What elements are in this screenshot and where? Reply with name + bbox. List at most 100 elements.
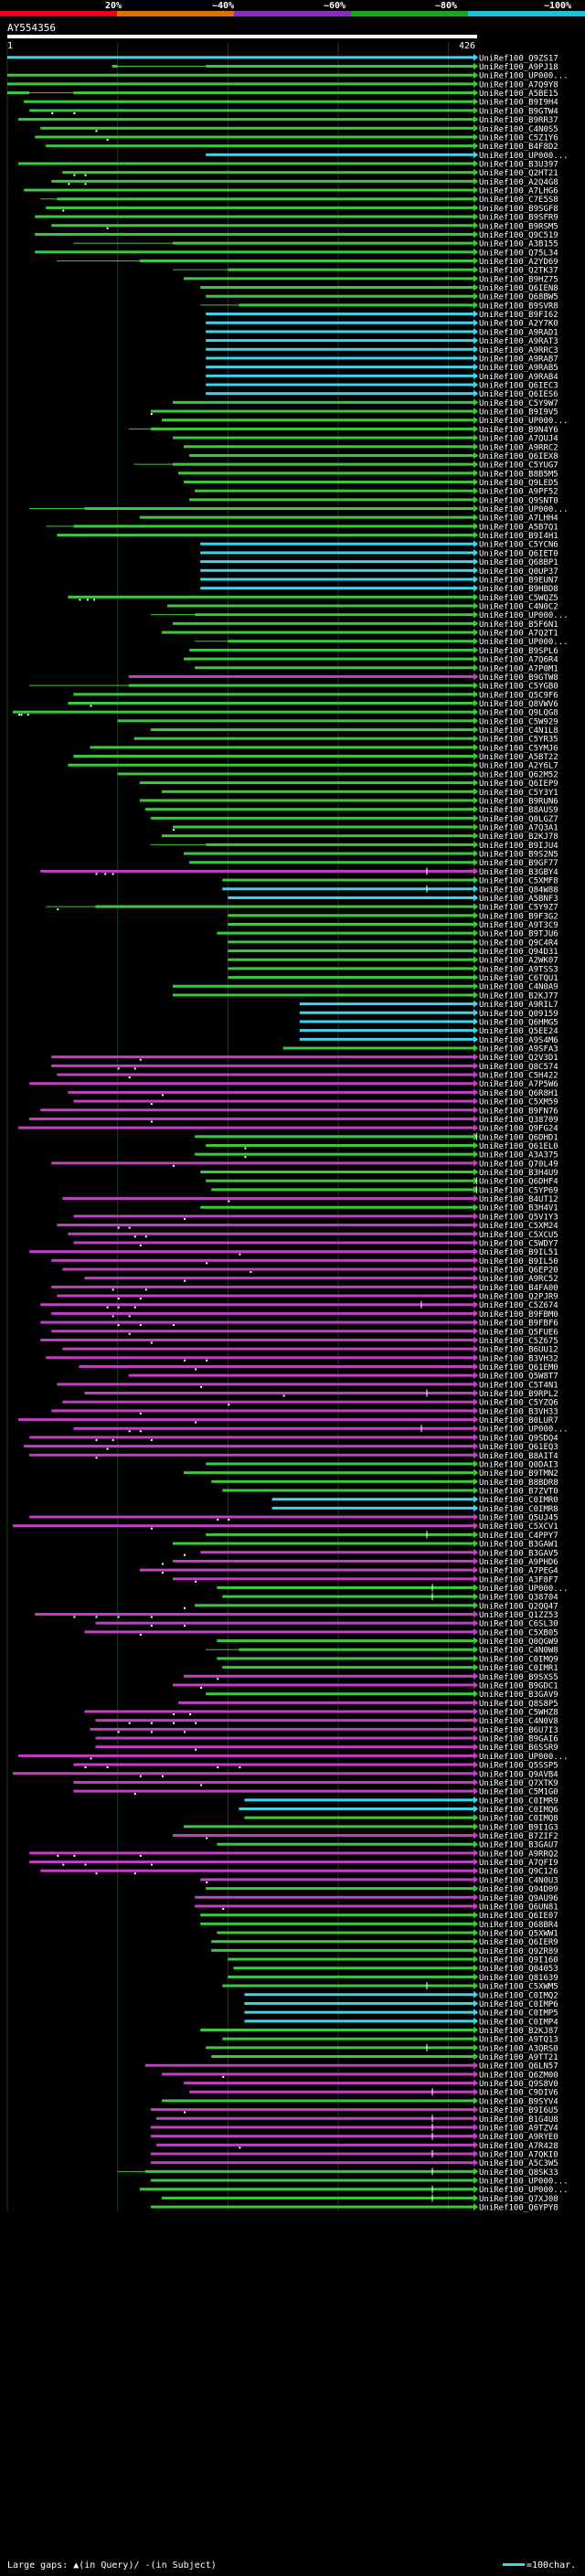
hit-row[interactable]: UniRef100_UP000... xyxy=(18,1752,569,1762)
hit-label[interactable]: UniRef100_B3GAW1 xyxy=(479,1541,558,1550)
hit-row[interactable]: UniRef100_A9RYE0 xyxy=(150,2132,558,2143)
hit-label[interactable]: UniRef100_Q6EP20 xyxy=(479,1267,558,1276)
hit-row[interactable]: UniRef100_A3B155 xyxy=(73,239,558,249)
hit-label[interactable]: UniRef100_Q9LED5 xyxy=(479,479,558,488)
hit-label[interactable]: UniRef100_Q9LQG8 xyxy=(479,709,558,718)
hit-row[interactable]: UniRef100_Q68BP1 xyxy=(200,557,558,568)
hit-label[interactable]: UniRef100_A7LHG6 xyxy=(479,187,558,196)
hit-label[interactable]: UniRef100_Q8VWV6 xyxy=(479,700,558,709)
hit-row[interactable]: UniRef100_B9RPL2 xyxy=(84,1389,558,1400)
hit-row[interactable]: UniRef100_B2KJ77 xyxy=(172,991,558,1002)
hit-row[interactable]: UniRef100_A7PEG4 xyxy=(139,1566,558,1576)
hit-label[interactable]: UniRef100_A5C3W5 xyxy=(479,2159,558,2168)
hit-label[interactable]: UniRef100_C5XCU5 xyxy=(479,1231,558,1240)
hit-row[interactable]: UniRef100_Q62M52 xyxy=(117,769,558,780)
hit-row[interactable]: UniRef100_C5Y9W7 xyxy=(172,398,558,408)
hit-label[interactable]: UniRef100_A7Q9Y8 xyxy=(479,80,558,90)
hit-row[interactable]: UniRef100_Q6IEP9 xyxy=(139,779,558,790)
hit-label[interactable]: UniRef100_Q8SK33 xyxy=(479,2168,558,2178)
hit-row[interactable]: UniRef100_A9RC52 xyxy=(84,1274,558,1285)
hit-row[interactable]: UniRef100_Q94D31 xyxy=(228,947,558,958)
hit-row[interactable]: UniRef100_Q9ZS17 xyxy=(7,53,558,63)
hit-row[interactable]: UniRef100_C5XM24 xyxy=(57,1221,558,1232)
hit-label[interactable]: UniRef100_A9S4M6 xyxy=(479,1036,558,1045)
hit-row[interactable]: UniRef100_C5W929 xyxy=(117,716,558,727)
hit-row[interactable]: UniRef100_B9I6U5 xyxy=(150,2105,558,2116)
hit-label[interactable]: UniRef100_B9SFR9 xyxy=(479,214,558,223)
hit-row[interactable]: UniRef100_C5WQZ5 xyxy=(68,593,558,603)
hit-label[interactable]: UniRef100_B2KJ87 xyxy=(479,2027,558,2036)
hit-label[interactable]: UniRef100_A9RAT3 xyxy=(479,337,558,346)
hit-label[interactable]: UniRef100_C5XCV1 xyxy=(479,1522,558,1532)
hit-row[interactable]: UniRef100_C0IMQ9 xyxy=(217,1654,558,1665)
hit-label[interactable]: UniRef100_Q2PJR9 xyxy=(479,1293,558,1302)
hit-row[interactable]: UniRef100_C0IMQ8 xyxy=(244,1814,558,1824)
hit-row[interactable]: UniRef100_A9RRC2 xyxy=(184,442,558,453)
hit-label[interactable]: UniRef100_C0IMQ9 xyxy=(479,1655,558,1664)
hit-row[interactable]: UniRef100_B9SVR8 xyxy=(200,301,558,312)
hit-label[interactable]: UniRef100_B6SSR9 xyxy=(479,1744,558,1753)
hit-row[interactable]: UniRef100_A5B7Q1 xyxy=(46,522,558,533)
hit-label[interactable]: UniRef100_C5Y3Y1 xyxy=(479,789,558,798)
hit-row[interactable]: UniRef100_Q2V3D1 xyxy=(51,1053,558,1064)
hit-label[interactable]: UniRef100_C0IMQ6 xyxy=(479,1806,558,1815)
hit-row[interactable]: UniRef100_B9N4Y6 xyxy=(128,425,558,435)
hit-label[interactable]: UniRef100_C4PPY7 xyxy=(479,1532,558,1541)
hit-label[interactable]: UniRef100_A2Q4G8 xyxy=(479,178,558,187)
hit-label[interactable]: UniRef100_C5Y9Z7 xyxy=(479,904,558,913)
hit-row[interactable]: UniRef100_A7Q3A1 xyxy=(172,823,558,833)
hit-label[interactable]: UniRef100_C5XB05 xyxy=(479,1628,558,1638)
hit-row[interactable]: UniRef100_Q5V1Y3 xyxy=(73,1212,558,1223)
hit-row[interactable]: UniRef100_B9SGF8 xyxy=(46,204,558,214)
hit-row[interactable]: UniRef100_B0LUR7 xyxy=(18,1415,558,1426)
hit-row[interactable]: UniRef100_B7ZIF2 xyxy=(172,1831,558,1842)
hit-row[interactable]: UniRef100_A9RIL7 xyxy=(299,1000,558,1011)
hit-row[interactable]: UniRef100_A9PHD6 xyxy=(161,1557,558,1567)
hit-label[interactable]: UniRef100_B9TMN2 xyxy=(479,1469,558,1479)
hit-row[interactable]: UniRef100_B8BDR8 xyxy=(211,1478,558,1488)
hit-row[interactable]: UniRef100_B9SYV4 xyxy=(161,2096,558,2107)
hit-row[interactable]: UniRef100_A9TT21 xyxy=(211,2052,558,2063)
hit-label[interactable]: UniRef100_B8BDR8 xyxy=(479,1479,558,1488)
hit-row[interactable]: UniRef100_B9RR37 xyxy=(18,115,558,126)
hit-row[interactable]: UniRef100_C6SL30 xyxy=(95,1619,558,1629)
hit-row[interactable]: UniRef100_C5YZQ6 xyxy=(62,1398,558,1408)
hit-row[interactable]: UniRef100_Q61EQ3 xyxy=(24,1442,558,1453)
hit-label[interactable]: UniRef100_Q62M52 xyxy=(479,770,558,779)
hit-row[interactable]: UniRef100_C5Z675 xyxy=(40,1336,558,1346)
hit-label[interactable]: UniRef100_B9I1G3 xyxy=(479,1823,558,1832)
hit-row[interactable]: UniRef100_Q6IES6 xyxy=(206,389,558,400)
hit-row[interactable]: UniRef100_Q38709 xyxy=(29,1115,558,1125)
hit-row[interactable]: UniRef100_C5XM59 xyxy=(73,1097,558,1108)
hit-label[interactable]: UniRef100_B9RPL2 xyxy=(479,1390,558,1399)
hit-label[interactable]: UniRef100_B9GAI6 xyxy=(479,1735,558,1744)
hit-label[interactable]: UniRef100_Q6DHD1 xyxy=(479,1133,558,1142)
hit-label[interactable]: UniRef100_B9HBD8 xyxy=(479,585,558,594)
hit-row[interactable]: UniRef100_B3H4V1 xyxy=(200,1203,558,1214)
hit-row[interactable]: UniRef100_Q9C126 xyxy=(40,1867,558,1877)
hit-label[interactable]: UniRef100_Q5SSP5 xyxy=(479,1762,558,1771)
hit-label[interactable]: UniRef100_C5YP69 xyxy=(479,1186,558,1195)
hit-label[interactable]: UniRef100_B3GBY4 xyxy=(479,868,558,877)
hit-label[interactable]: UniRef100_C4N0V8 xyxy=(479,1717,558,1726)
hit-label[interactable]: UniRef100_B3GAU7 xyxy=(479,1841,558,1850)
hit-row[interactable]: UniRef100_B9HBD8 xyxy=(200,584,558,595)
hit-row[interactable]: UniRef100_A7Q9Y8 xyxy=(7,80,558,90)
hit-label[interactable]: UniRef100_B9TJU6 xyxy=(479,930,558,939)
hit-label[interactable]: UniRef100_A7R428 xyxy=(479,2142,558,2151)
hit-row[interactable]: UniRef100_C5H422 xyxy=(57,1071,558,1081)
hit-row[interactable]: UniRef100_C5XB05 xyxy=(84,1627,558,1638)
hit-row[interactable]: UniRef100_Q70L49 xyxy=(51,1159,558,1170)
hit-row[interactable]: UniRef100_B9IL50 xyxy=(51,1256,558,1267)
hit-label[interactable]: UniRef100_A7PEG4 xyxy=(479,1567,558,1576)
hit-label[interactable]: UniRef100_Q6DHF4 xyxy=(479,1178,558,1187)
hit-row[interactable]: UniRef100_B2KJ87 xyxy=(200,2026,558,2036)
hit-row[interactable]: UniRef100_Q6R8H1 xyxy=(68,1088,558,1098)
hit-row[interactable]: UniRef100_A9S4M6 xyxy=(299,1035,558,1045)
hit-label[interactable]: UniRef100_B9GTW4 xyxy=(479,107,558,116)
hit-label[interactable]: UniRef100_B9I6U5 xyxy=(479,2106,558,2115)
hit-row[interactable]: UniRef100_C5M1G0 xyxy=(73,1787,558,1797)
hit-row[interactable]: UniRef100_A9RAT3 xyxy=(206,336,558,347)
hit-row[interactable]: UniRef100_Q5FUE6 xyxy=(51,1327,558,1338)
hit-label[interactable]: UniRef100_B9RSM5 xyxy=(479,222,558,231)
